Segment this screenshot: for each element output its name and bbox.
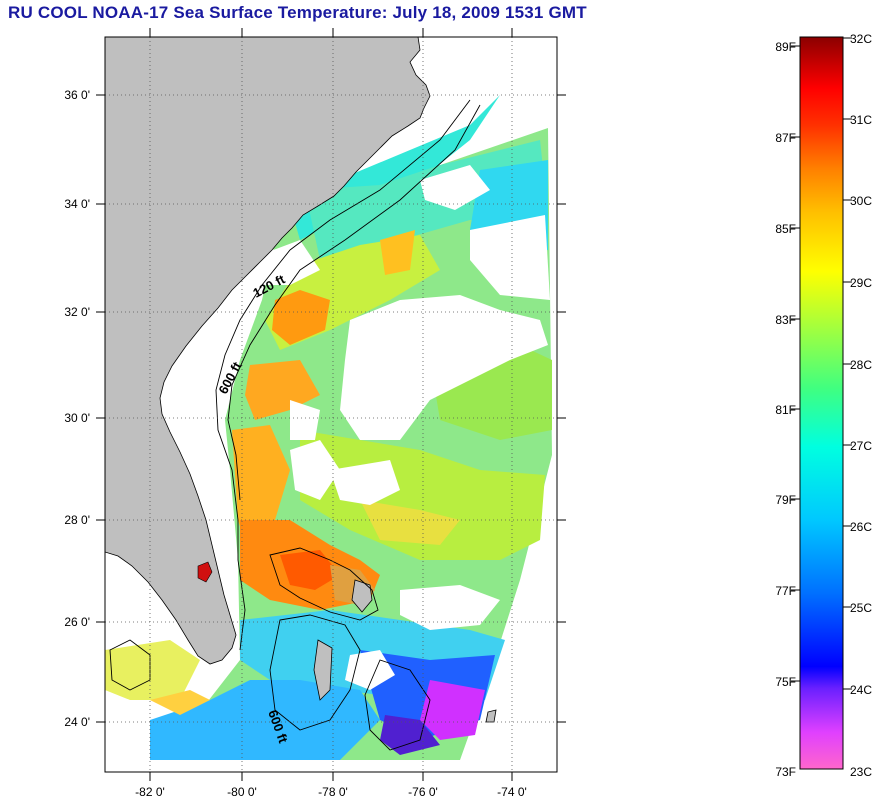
colorbar-f-label: 75F: [775, 675, 796, 689]
colorbar-c-label: 32C: [850, 32, 872, 46]
map-title: RU COOL NOAA-17 Sea Surface Temperature:…: [8, 3, 587, 22]
colorbar-c-label: 26C: [850, 520, 872, 534]
lat-label: 24 0': [64, 715, 90, 729]
colorbar-c-label: 27C: [850, 439, 872, 453]
colorbar-c-label: 29C: [850, 276, 872, 290]
lon-axis: [149, 28, 513, 781]
colorbar-c-label: 28C: [850, 358, 872, 372]
sst-swath: [105, 95, 552, 760]
map-area: 120 ft 600 ft 600 ft: [105, 37, 557, 772]
lat-label: 26 0': [64, 615, 90, 629]
colorbar-c-label: 23C: [850, 765, 872, 779]
colorbar-f-label: 81F: [775, 403, 796, 417]
lat-label: 30 0': [64, 411, 90, 425]
colorbar-f-label: 87F: [775, 131, 796, 145]
colorbar-f-label: 85F: [775, 222, 796, 236]
lat-label: 32 0': [64, 305, 90, 319]
colorbar: 89F 87F 85F 83F 81F 79F 77F 75F 73F 32C …: [775, 32, 872, 779]
lat-axis: [96, 94, 566, 723]
lon-label: -80 0': [227, 785, 257, 799]
map-frame: [104, 36, 558, 773]
lon-label: -76 0': [408, 785, 438, 799]
colorbar-f-label: 83F: [775, 313, 796, 327]
colorbar-f-label: 79F: [775, 493, 796, 507]
lat-label: 36 0': [64, 88, 90, 102]
colorbar-f-label: 77F: [775, 584, 796, 598]
lat-label: 28 0': [64, 513, 90, 527]
lon-label: -74 0': [497, 785, 527, 799]
colorbar-c-label: 25C: [850, 601, 872, 615]
colorbar-f-label: 89F: [775, 40, 796, 54]
colorbar-gradient: [799, 36, 844, 770]
colorbar-c-label: 31C: [850, 113, 872, 127]
colorbar-f-label: 73F: [775, 765, 796, 779]
graticule: [105, 37, 557, 772]
lat-label: 34 0': [64, 197, 90, 211]
lon-label: -78 0': [318, 785, 348, 799]
colorbar-c-label: 24C: [850, 683, 872, 697]
colorbar-c-label: 30C: [850, 194, 872, 208]
lake-okeechobee: [197, 561, 213, 583]
land-mass: [105, 37, 431, 665]
bathymetry-contours: [109, 99, 481, 751]
lon-label: -82 0': [135, 785, 165, 799]
